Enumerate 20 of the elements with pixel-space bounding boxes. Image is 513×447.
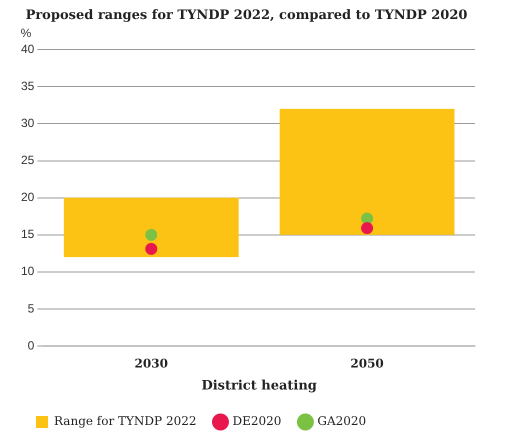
y-tick-label: 20 (20, 190, 35, 204)
point (145, 228, 158, 241)
y-tick-label: 5 (28, 301, 35, 316)
y-tick-label: 30 (20, 116, 35, 130)
y-tick-label: 40 (20, 42, 35, 56)
point (145, 242, 158, 255)
x-axis-title: District heating (201, 378, 317, 394)
y-tick-label: 15 (20, 227, 35, 242)
y-tick-label: 35 (20, 78, 35, 93)
legend-label: DE2020 (232, 414, 282, 428)
legend-label: GA2020 (317, 414, 366, 428)
x-tick-label: 2050 (350, 356, 384, 370)
legend-label: Range for TYNDP 2022 (54, 414, 196, 428)
chart-title: Proposed ranges for TYNDP 2022, compared to TYNDP 2020 (26, 8, 468, 24)
y-tick-label: 0 (28, 338, 35, 352)
y-axis-title: % (20, 26, 32, 40)
x-tick-label: 2030 (134, 356, 168, 370)
y-tick-label: 25 (20, 153, 35, 168)
point (361, 222, 374, 234)
y-tick-label: 10 (20, 264, 35, 278)
